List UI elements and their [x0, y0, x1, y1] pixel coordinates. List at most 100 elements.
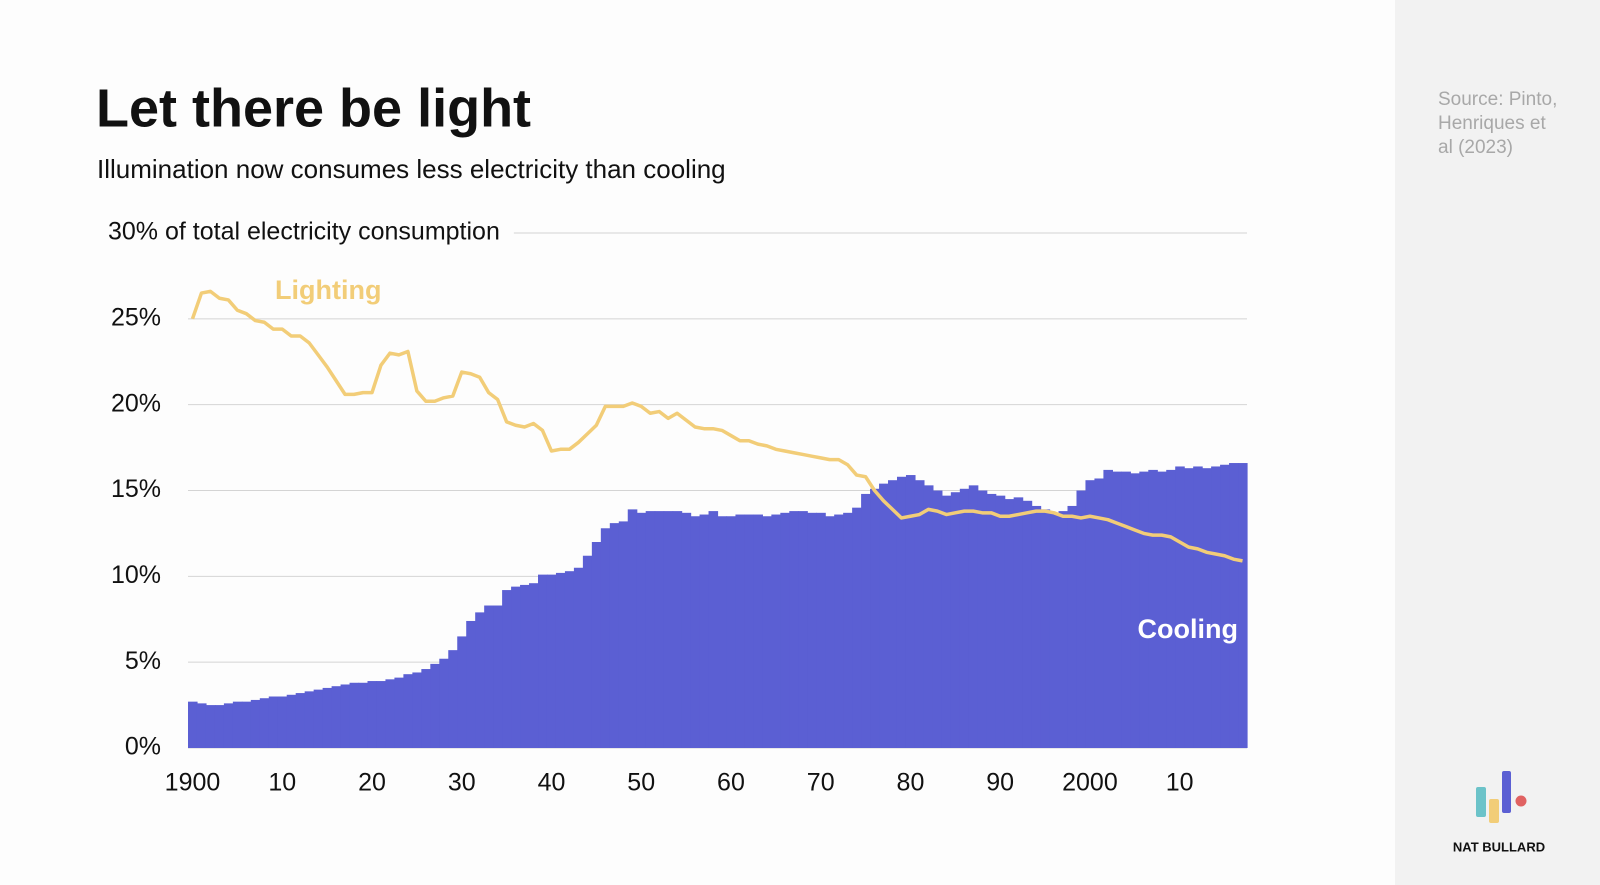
x-tick-label: 40 — [538, 769, 566, 797]
bar — [699, 514, 710, 748]
bar — [430, 663, 440, 748]
bar — [1184, 468, 1194, 748]
bar — [349, 682, 360, 748]
bar — [825, 516, 835, 748]
logo-bar — [1502, 771, 1511, 813]
bar — [600, 528, 611, 748]
x-tick-label: 20 — [358, 769, 386, 797]
x-tick-label: 1900 — [165, 769, 221, 797]
bar — [1067, 505, 1078, 748]
bar — [322, 687, 333, 748]
bar — [1211, 466, 1221, 748]
x-tick-label: 2000 — [1062, 769, 1118, 797]
bar — [834, 514, 844, 748]
bar — [573, 567, 584, 748]
y-tick-label: 30% of total electricity consumption — [108, 218, 500, 246]
chart-title: Let there be light — [96, 78, 531, 138]
bar — [636, 512, 647, 748]
x-tick-label: 70 — [807, 769, 835, 797]
bar — [627, 509, 638, 748]
bar — [277, 696, 288, 748]
bar — [717, 516, 728, 748]
bar — [1094, 478, 1105, 748]
bar — [932, 490, 943, 748]
bar — [861, 493, 871, 748]
bar — [555, 572, 566, 748]
bar — [286, 694, 297, 748]
bar — [1040, 509, 1051, 748]
bar — [439, 658, 449, 748]
x-tick-label: 80 — [897, 769, 925, 797]
x-tick-label: 50 — [627, 769, 655, 797]
bar — [520, 584, 530, 748]
bar — [241, 701, 252, 748]
bar — [1103, 469, 1113, 748]
series-label: Lighting — [275, 275, 381, 305]
y-tick-label: 15% — [111, 475, 161, 503]
bar — [798, 511, 808, 748]
bar — [394, 677, 404, 748]
bar — [914, 480, 925, 748]
bar — [1121, 471, 1131, 748]
bar — [609, 523, 620, 748]
bar — [214, 705, 225, 748]
bar — [780, 512, 790, 748]
bar — [923, 485, 934, 748]
bar — [421, 669, 431, 748]
bar — [1058, 511, 1069, 748]
bar — [959, 488, 970, 748]
bar — [268, 696, 279, 748]
bar — [358, 682, 369, 748]
bar — [663, 511, 674, 748]
bar — [1076, 490, 1087, 748]
y-tick-label: 25% — [111, 303, 161, 331]
bar — [789, 511, 799, 748]
chart-subtitle: Illumination now consumes less electrici… — [97, 154, 726, 184]
bar — [843, 512, 853, 748]
bar — [744, 514, 754, 748]
bar — [905, 475, 916, 748]
bar — [654, 511, 665, 748]
bar — [582, 555, 593, 748]
bar — [986, 493, 997, 748]
bar — [852, 507, 862, 748]
brand: NAT BULLARD — [1453, 839, 1545, 854]
bar — [950, 492, 961, 748]
bar — [879, 483, 889, 748]
bar — [995, 495, 1006, 748]
bar — [672, 511, 683, 748]
bar — [223, 703, 234, 748]
bar — [690, 516, 701, 748]
bar — [1085, 480, 1096, 748]
bar — [681, 512, 692, 748]
bar — [466, 620, 476, 748]
bar — [385, 679, 396, 748]
series-label: Cooling — [1138, 614, 1238, 644]
bar — [1130, 473, 1140, 748]
bar — [1022, 500, 1033, 748]
bar — [977, 490, 988, 748]
bar — [888, 480, 898, 748]
bar — [968, 485, 979, 748]
bar — [457, 636, 467, 748]
bar — [771, 514, 781, 748]
x-tick-label: 10 — [268, 769, 296, 797]
bar — [232, 701, 243, 748]
bar — [1049, 512, 1060, 748]
logo-bar — [1489, 799, 1499, 823]
bar — [403, 674, 413, 748]
bar — [1148, 469, 1158, 748]
bar — [1139, 471, 1149, 748]
bar — [564, 571, 575, 748]
bar — [735, 514, 746, 748]
bar — [188, 701, 198, 748]
bar — [762, 516, 772, 748]
bar — [538, 574, 548, 748]
bar — [1220, 464, 1230, 748]
bar — [1166, 469, 1176, 748]
bar — [591, 542, 602, 748]
bar — [259, 698, 270, 748]
y-tick-label: 0% — [125, 733, 161, 761]
